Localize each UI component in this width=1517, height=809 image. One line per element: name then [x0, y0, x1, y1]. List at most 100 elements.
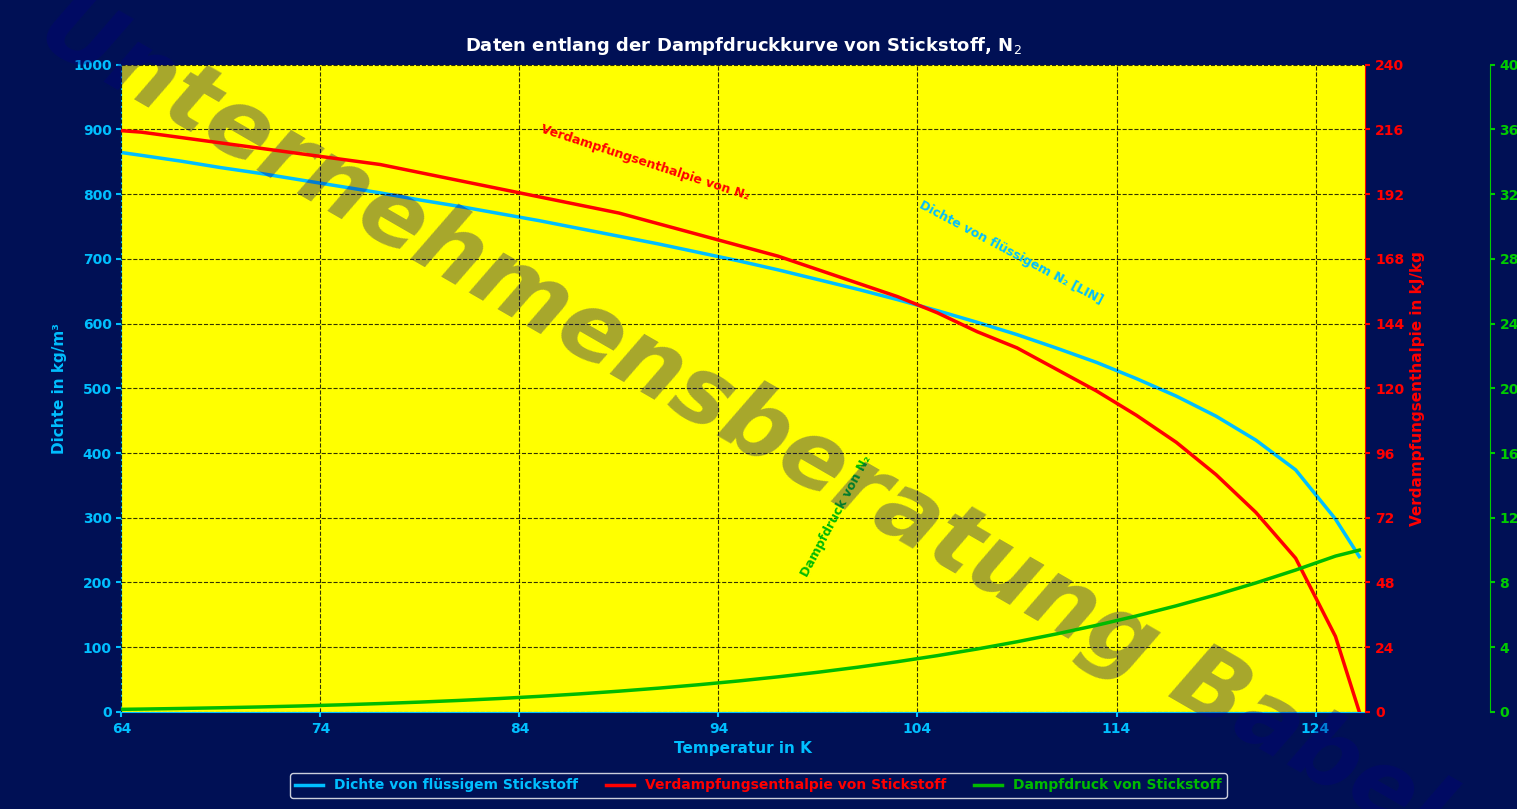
Verdampfungsenthalpie von Stickstoff: [171, 133, 190, 142]
Dampfdruck von Stickstoff: [968, 644, 986, 654]
Line: Dichte von flüssigem Stickstoff: Dichte von flüssigem Stickstoff: [105, 150, 1359, 557]
Dichte von flüssigem Stickstoff: [769, 265, 787, 275]
Verdampfungsenthalpie von Stickstoff: [928, 308, 947, 318]
Dichte von flüssigem Stickstoff: [531, 216, 549, 226]
Dichte von flüssigem Stickstoff: [451, 201, 469, 211]
Line: Verdampfungsenthalpie von Stickstoff: Verdampfungsenthalpie von Stickstoff: [105, 129, 1359, 712]
Dampfdruck von Stickstoff: [1167, 601, 1185, 611]
Verdampfungsenthalpie von Stickstoff: [96, 125, 114, 134]
Dampfdruck von Stickstoff: [96, 705, 114, 714]
Dampfdruck von Stickstoff: [291, 701, 309, 711]
Dampfdruck von Stickstoff: [889, 657, 907, 667]
Verdampfungsenthalpie von Stickstoff: [769, 252, 787, 261]
Verdampfungsenthalpie von Stickstoff: [1350, 707, 1368, 717]
Verdampfungsenthalpie von Stickstoff: [689, 230, 707, 239]
Verdampfungsenthalpie von Stickstoff: [889, 292, 907, 302]
Dampfdruck von Stickstoff: [171, 704, 190, 714]
Verdampfungsenthalpie von Stickstoff: [531, 192, 549, 201]
Line: Dampfdruck von Stickstoff: Dampfdruck von Stickstoff: [105, 550, 1359, 709]
Verdampfungsenthalpie von Stickstoff: [132, 127, 150, 137]
Text: Verdampfungsenthalpie von N₂: Verdampfungsenthalpie von N₂: [540, 123, 751, 202]
Verdampfungsenthalpie von Stickstoff: [451, 176, 469, 185]
Dampfdruck von Stickstoff: [1350, 545, 1368, 555]
Dampfdruck von Stickstoff: [331, 700, 349, 709]
Verdampfungsenthalpie von Stickstoff: [331, 155, 349, 164]
Dampfdruck von Stickstoff: [1088, 621, 1106, 630]
Verdampfungsenthalpie von Stickstoff: [1208, 470, 1226, 480]
Dampfdruck von Stickstoff: [570, 689, 589, 699]
Dampfdruck von Stickstoff: [372, 699, 390, 709]
Dampfdruck von Stickstoff: [928, 650, 947, 660]
Y-axis label: Verdampfungsenthalpie in kJ/kg: Verdampfungsenthalpie in kJ/kg: [1409, 251, 1424, 526]
Verdampfungsenthalpie von Stickstoff: [649, 219, 667, 229]
Dampfdruck von Stickstoff: [730, 676, 748, 686]
Dichte von flüssigem Stickstoff: [1286, 465, 1305, 475]
Dampfdruck von Stickstoff: [689, 680, 707, 689]
Dampfdruck von Stickstoff: [212, 703, 231, 713]
Verdampfungsenthalpie von Stickstoff: [291, 149, 309, 159]
Dampfdruck von Stickstoff: [1208, 590, 1226, 599]
Dichte von flüssigem Stickstoff: [331, 181, 349, 191]
Dampfdruck von Stickstoff: [1326, 551, 1344, 561]
Dampfdruck von Stickstoff: [809, 667, 827, 677]
Dichte von flüssigem Stickstoff: [1007, 330, 1025, 340]
Dichte von flüssigem Stickstoff: [490, 209, 508, 218]
Text: Dampfdruck von N₂: Dampfdruck von N₂: [798, 453, 874, 579]
Dichte von flüssigem Stickstoff: [848, 285, 866, 294]
Dichte von flüssigem Stickstoff: [1167, 392, 1185, 401]
Text: Dichte von flüssigem N₂ [LIN]: Dichte von flüssigem N₂ [LIN]: [918, 199, 1106, 307]
Title: Daten entlang der Dampfdruckkurve von Stickstoff, N$_2$: Daten entlang der Dampfdruckkurve von St…: [464, 35, 1022, 57]
Dampfdruck von Stickstoff: [531, 692, 549, 701]
Dampfdruck von Stickstoff: [1286, 565, 1305, 575]
Verdampfungsenthalpie von Stickstoff: [490, 184, 508, 193]
Dampfdruck von Stickstoff: [649, 684, 667, 693]
Verdampfungsenthalpie von Stickstoff: [809, 265, 827, 274]
Dichte von flüssigem Stickstoff: [730, 256, 748, 265]
Dampfdruck von Stickstoff: [610, 686, 628, 696]
Dichte von flüssigem Stickstoff: [809, 275, 827, 285]
Dampfdruck von Stickstoff: [1048, 629, 1066, 639]
Verdampfungsenthalpie von Stickstoff: [1048, 365, 1066, 375]
Verdampfungsenthalpie von Stickstoff: [411, 167, 429, 177]
Dichte von flüssigem Stickstoff: [1350, 552, 1368, 561]
Verdampfungsenthalpie von Stickstoff: [848, 278, 866, 288]
Dichte von flüssigem Stickstoff: [1247, 435, 1265, 445]
Verdampfungsenthalpie von Stickstoff: [1167, 438, 1185, 447]
Dampfdruck von Stickstoff: [1127, 611, 1145, 621]
Verdampfungsenthalpie von Stickstoff: [1127, 410, 1145, 420]
Dichte von flüssigem Stickstoff: [372, 188, 390, 197]
Dampfdruck von Stickstoff: [451, 696, 469, 705]
Verdampfungsenthalpie von Stickstoff: [610, 208, 628, 218]
Dampfdruck von Stickstoff: [848, 663, 866, 672]
Dampfdruck von Stickstoff: [490, 693, 508, 703]
Y-axis label: Dichte in kg/m³: Dichte in kg/m³: [53, 323, 67, 454]
Dichte von flüssigem Stickstoff: [1048, 343, 1066, 353]
Verdampfungsenthalpie von Stickstoff: [570, 200, 589, 210]
Verdampfungsenthalpie von Stickstoff: [1007, 343, 1025, 353]
Verdampfungsenthalpie von Stickstoff: [968, 327, 986, 337]
Dichte von flüssigem Stickstoff: [968, 317, 986, 327]
Dichte von flüssigem Stickstoff: [96, 146, 114, 155]
Text: Unternehmensberatung Babel: Unternehmensberatung Babel: [24, 0, 1462, 809]
Dampfdruck von Stickstoff: [132, 704, 150, 714]
Dichte von flüssigem Stickstoff: [689, 248, 707, 257]
Dichte von flüssigem Stickstoff: [252, 168, 270, 178]
Dichte von flüssigem Stickstoff: [411, 195, 429, 205]
Verdampfungsenthalpie von Stickstoff: [1247, 507, 1265, 517]
Dampfdruck von Stickstoff: [1007, 637, 1025, 646]
Dichte von flüssigem Stickstoff: [928, 306, 947, 316]
Dampfdruck von Stickstoff: [252, 702, 270, 712]
Verdampfungsenthalpie von Stickstoff: [212, 138, 231, 148]
Verdampfungsenthalpie von Stickstoff: [372, 159, 390, 169]
Dichte von flüssigem Stickstoff: [570, 223, 589, 233]
Dichte von flüssigem Stickstoff: [1088, 358, 1106, 367]
Verdampfungsenthalpie von Stickstoff: [252, 143, 270, 153]
Dampfdruck von Stickstoff: [411, 697, 429, 707]
Dichte von flüssigem Stickstoff: [889, 294, 907, 304]
Dichte von flüssigem Stickstoff: [132, 150, 150, 160]
Dichte von flüssigem Stickstoff: [1127, 374, 1145, 383]
Dichte von flüssigem Stickstoff: [291, 175, 309, 184]
Dichte von flüssigem Stickstoff: [171, 156, 190, 166]
Legend: Dichte von flüssigem Stickstoff, Verdampfungsenthalpie von Stickstoff, Dampfdruc: Dichte von flüssigem Stickstoff, Verdamp…: [290, 773, 1227, 798]
Verdampfungsenthalpie von Stickstoff: [1326, 632, 1344, 642]
